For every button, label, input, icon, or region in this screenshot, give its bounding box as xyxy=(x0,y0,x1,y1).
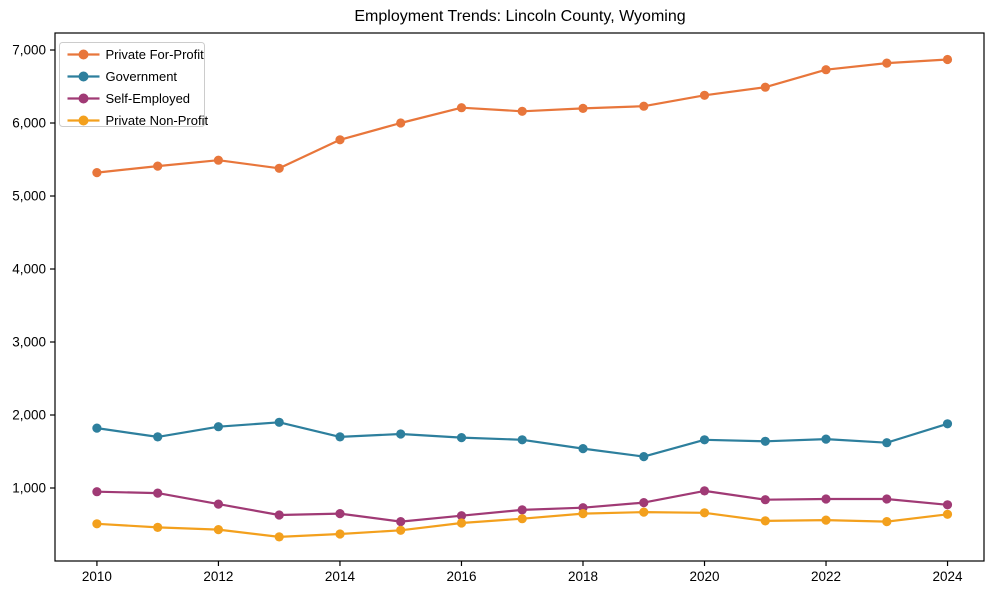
data-point-private-for-profit xyxy=(213,155,223,165)
data-point-self-employed xyxy=(213,499,223,509)
data-point-private-for-profit xyxy=(92,168,102,178)
data-point-government xyxy=(335,432,345,442)
data-point-government xyxy=(699,435,710,445)
data-point-private-non-profit xyxy=(396,525,406,535)
y-tick-label: 4,000 xyxy=(12,262,46,277)
data-point-government xyxy=(578,444,588,454)
data-point-self-employed xyxy=(699,486,710,496)
data-point-government xyxy=(821,434,831,444)
data-point-private-for-profit xyxy=(396,118,406,128)
data-point-private-for-profit xyxy=(942,54,953,65)
y-tick-label: 2,000 xyxy=(12,408,46,423)
data-point-self-employed xyxy=(821,494,831,504)
x-tick-label: 2022 xyxy=(811,569,841,584)
data-point-self-employed xyxy=(92,487,102,497)
y-tick-label: 3,000 xyxy=(12,335,46,350)
data-point-self-employed xyxy=(639,498,649,508)
y-tick-label: 1,000 xyxy=(12,481,46,496)
x-tick-label: 2018 xyxy=(568,569,598,584)
data-point-private-non-profit xyxy=(92,519,102,529)
legend-marker-government xyxy=(78,71,89,82)
data-point-self-employed xyxy=(942,500,953,510)
legend-marker-private-non-profit xyxy=(78,115,89,126)
data-point-private-for-profit xyxy=(578,103,588,113)
legend-label-private-non-profit: Private Non-Profit xyxy=(106,113,209,128)
axes-frame xyxy=(54,32,985,562)
series-line-private-for-profit xyxy=(95,58,949,174)
legend: Private For-Profit Government Self-Employe… xyxy=(59,42,209,128)
data-point-self-employed xyxy=(335,508,345,519)
data-point-private-for-profit xyxy=(456,103,467,113)
data-point-private-non-profit xyxy=(274,532,284,542)
legend-label-government: Government xyxy=(106,69,178,84)
data-point-private-for-profit xyxy=(639,101,649,111)
data-point-government xyxy=(882,438,892,448)
data-point-private-non-profit xyxy=(517,514,527,524)
legend-marker-private-for-profit xyxy=(78,49,89,60)
data-point-private-for-profit xyxy=(821,65,831,75)
data-point-private-for-profit xyxy=(153,161,163,171)
chart-title: Employment Trends: Lincoln County, Wyomi… xyxy=(354,8,685,25)
y-tick-label: 6,000 xyxy=(12,116,46,131)
x-tick-label: 2014 xyxy=(325,569,356,584)
data-point-private-for-profit xyxy=(517,106,527,116)
data-point-self-employed xyxy=(760,495,770,505)
data-point-self-employed xyxy=(456,511,467,521)
data-point-private-for-profit xyxy=(699,90,710,100)
legend-box xyxy=(59,42,205,127)
x-tick-label: 2024 xyxy=(933,569,964,584)
data-point-private-non-profit xyxy=(639,507,649,517)
data-point-government xyxy=(639,452,649,462)
x-tick-label: 2020 xyxy=(689,569,719,584)
data-point-private-non-profit xyxy=(153,522,163,533)
data-point-government xyxy=(213,422,223,432)
data-point-private-non-profit xyxy=(699,508,710,518)
data-point-government xyxy=(274,417,284,427)
legend-label-self-employed: Self-Employed xyxy=(106,91,191,106)
y-tick-label: 7,000 xyxy=(12,43,46,58)
data-point-private-non-profit xyxy=(335,529,345,539)
data-point-private-for-profit xyxy=(760,82,770,92)
y-tick-label: 5,000 xyxy=(12,189,46,204)
data-point-self-employed xyxy=(882,494,892,504)
x-tick-label: 2010 xyxy=(82,569,112,584)
data-point-self-employed xyxy=(274,510,284,520)
data-point-private-non-profit xyxy=(821,515,831,525)
data-point-government xyxy=(396,429,406,439)
data-point-private-non-profit xyxy=(213,525,223,535)
x-tick-label: 2016 xyxy=(446,569,476,584)
x-tick-label: 2012 xyxy=(203,569,233,584)
data-point-self-employed xyxy=(517,505,527,515)
data-point-self-employed xyxy=(153,488,163,498)
data-point-private-for-profit xyxy=(882,58,892,68)
legend-marker-self-employed xyxy=(78,93,89,104)
data-point-self-employed xyxy=(396,517,406,527)
data-point-private-non-profit xyxy=(942,509,953,519)
data-point-private-for-profit xyxy=(335,135,345,145)
data-point-government xyxy=(456,433,467,443)
plot-area: 1,000 2,000 3,000 4,000 5,000 6,000 7,000 2010 2… xyxy=(12,32,985,584)
data-point-government xyxy=(517,435,527,445)
legend-label-private-for-profit: Private For-Profit xyxy=(106,47,205,62)
data-point-government xyxy=(153,432,163,442)
data-point-government xyxy=(760,436,770,446)
data-point-private-non-profit xyxy=(578,508,588,519)
data-point-private-for-profit xyxy=(274,163,284,173)
data-point-private-non-profit xyxy=(760,516,770,526)
data-point-government xyxy=(92,423,102,433)
data-point-private-non-profit xyxy=(882,517,892,527)
data-point-private-non-profit xyxy=(456,518,467,528)
data-point-government xyxy=(942,419,953,429)
